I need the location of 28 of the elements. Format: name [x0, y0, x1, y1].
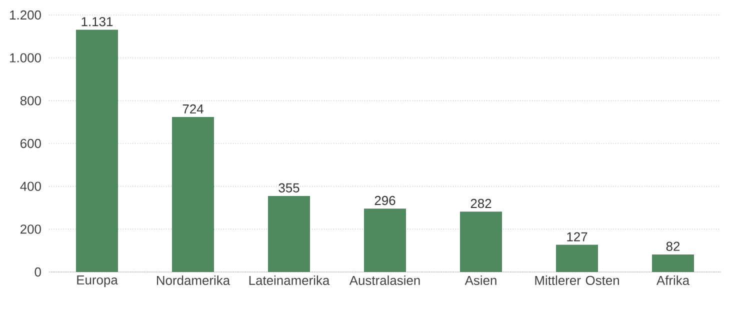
x-tick-label: Asien	[464, 276, 496, 286]
bar	[172, 116, 214, 272]
bar	[76, 30, 118, 272]
x-tick-label: Mittlerer Osten	[535, 276, 619, 286]
y-tick-label: 800	[20, 96, 41, 106]
data-label: 282	[470, 198, 492, 208]
data-label: 355	[278, 183, 300, 192]
data-label: 82	[666, 242, 680, 251]
y-tick-label: 1.000	[10, 53, 41, 62]
x-tick-label: Afrika	[656, 276, 690, 286]
y-tick-label: 600	[20, 138, 41, 148]
bar	[556, 244, 598, 272]
y-tick-label: 200	[20, 224, 41, 234]
bar	[268, 196, 310, 272]
data-label: 1.131	[82, 17, 113, 26]
y-tick-label: 1.200	[10, 10, 41, 20]
x-tick-label: Australasien	[349, 276, 420, 286]
x-tick-label: Lateinamerika	[249, 276, 330, 286]
data-label: 724	[182, 104, 204, 114]
x-tick-label: Europa	[77, 276, 118, 288]
data-label: 127	[567, 232, 588, 242]
bar	[652, 254, 694, 272]
data-label: 296	[374, 196, 396, 206]
x-tick-label: Nordamerika	[156, 276, 230, 286]
bar	[364, 208, 406, 272]
bar	[460, 212, 502, 272]
y-tick-label: 0	[34, 267, 41, 277]
y-tick-label: 400	[20, 182, 41, 191]
